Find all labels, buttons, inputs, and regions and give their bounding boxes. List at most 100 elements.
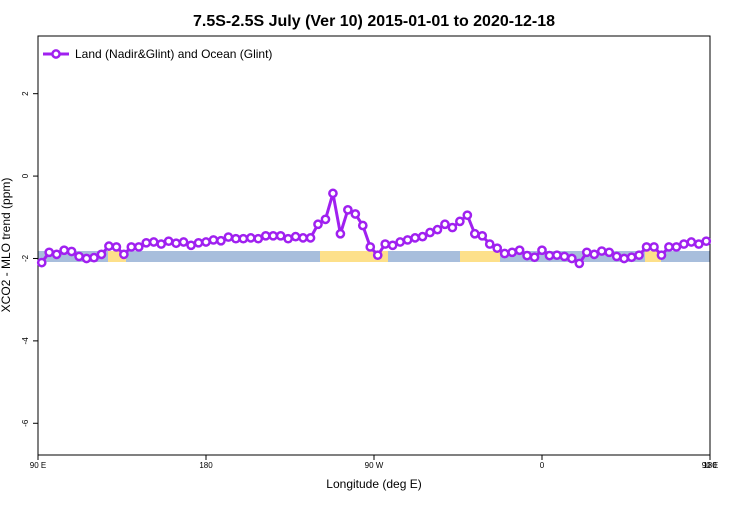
- data-point: [581, 247, 592, 258]
- data-point: [477, 230, 488, 241]
- data-point: [619, 253, 629, 264]
- data-point: [253, 233, 264, 244]
- data-point: [372, 250, 383, 261]
- data-point: [238, 233, 249, 244]
- data-point: [163, 236, 174, 247]
- data-point: [469, 228, 480, 239]
- data-point: [455, 216, 465, 227]
- data-point: [656, 250, 667, 261]
- y-axis-label: XCO2 - MLO trend (ppm): [0, 178, 13, 313]
- data-point: [514, 245, 525, 256]
- data-point: [649, 242, 659, 252]
- data-point: [193, 237, 204, 248]
- x-tick-label: 90 W: [365, 461, 384, 470]
- data-point: [51, 249, 62, 260]
- data-point: [171, 238, 181, 249]
- data-point: [387, 240, 398, 251]
- data-point: [462, 210, 473, 221]
- data-point: [343, 205, 353, 215]
- data-point: [59, 245, 69, 256]
- data-point: [126, 242, 137, 252]
- data-point: [96, 249, 107, 260]
- data-point: [417, 231, 428, 242]
- data-point: [74, 251, 84, 262]
- x-tick-label: 0: [540, 461, 545, 470]
- x-tick-label: 90 E: [30, 461, 46, 470]
- data-point: [671, 242, 682, 252]
- data-point: [104, 241, 114, 251]
- data-point: [402, 235, 413, 245]
- data-point: [432, 224, 443, 235]
- data-point: [111, 242, 122, 252]
- data-point: [447, 222, 458, 233]
- land-band: [645, 251, 661, 262]
- data-point: [335, 228, 346, 239]
- data-point: [425, 227, 435, 238]
- data-point: [141, 237, 152, 248]
- land-band: [108, 251, 126, 262]
- data-point: [275, 230, 286, 241]
- data-point: [313, 219, 323, 230]
- data-point: [679, 239, 689, 249]
- data-point: [529, 252, 540, 263]
- data-point: [664, 242, 674, 252]
- y-tick-label: 2: [21, 91, 30, 96]
- data-point: [223, 232, 234, 242]
- data-point: [611, 251, 622, 262]
- data-point: [268, 230, 279, 241]
- y-tick-label: -4: [21, 337, 30, 345]
- data-point: [537, 245, 547, 256]
- data-point: [574, 258, 585, 269]
- land-band: [320, 251, 388, 262]
- legend-label: Land (Nadir&Glint) and Ocean (Glint): [75, 47, 272, 61]
- data-point: [552, 250, 562, 261]
- data-point: [350, 209, 361, 219]
- data-point: [604, 247, 615, 258]
- land-band: [460, 251, 500, 262]
- data-point: [567, 253, 577, 264]
- x-tick-label: 180: [199, 461, 213, 470]
- data-point: [186, 240, 196, 251]
- chart-title: 7.5S-2.5S July (Ver 10) 2015-01-01 to 20…: [193, 13, 555, 30]
- data-point: [44, 247, 55, 258]
- data-point: [245, 233, 256, 243]
- data-point: [89, 252, 99, 263]
- data-point: [380, 239, 391, 249]
- data-point: [357, 220, 368, 231]
- data-point: [320, 214, 331, 225]
- data-point: [522, 250, 532, 261]
- data-point: [701, 236, 712, 247]
- data-point: [156, 239, 167, 249]
- y-tick-label: -6: [21, 419, 30, 427]
- data-point: [596, 246, 607, 256]
- data-point: [119, 249, 129, 260]
- data-point: [81, 253, 92, 264]
- data-point: [559, 251, 570, 262]
- data-point: [216, 235, 226, 246]
- data-point: [395, 237, 405, 247]
- data-point: [410, 233, 420, 243]
- x-tick-label: 180: [703, 461, 717, 470]
- x-axis-label: Longitude (deg E): [326, 477, 421, 491]
- data-point: [260, 230, 271, 241]
- data-point: [231, 233, 241, 244]
- data-point: [148, 237, 159, 247]
- data-point: [641, 242, 652, 252]
- data-point: [283, 233, 293, 244]
- data-point: [499, 248, 510, 259]
- legend-marker: [51, 49, 61, 59]
- data-point: [365, 242, 376, 252]
- data-point: [201, 237, 211, 247]
- data-point: [290, 231, 301, 242]
- data-point: [440, 219, 450, 230]
- data-point: [544, 250, 555, 261]
- y-tick-label: -2: [21, 254, 30, 262]
- data-point: [305, 233, 316, 243]
- x-tick-label: 90 E: [702, 461, 718, 470]
- data-point: [693, 239, 704, 249]
- data-point: [178, 237, 189, 247]
- data-point: [208, 235, 219, 245]
- data-point: [507, 247, 517, 258]
- data-point: [36, 257, 47, 268]
